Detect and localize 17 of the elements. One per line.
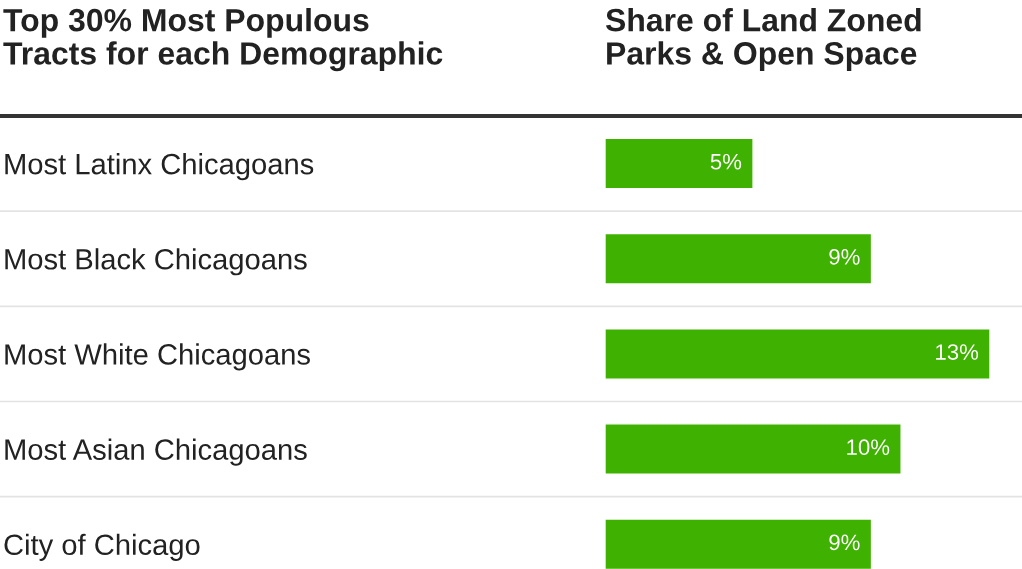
bar: [605, 137, 754, 190]
data-label: 5%: [710, 153, 742, 170]
data-label: 9%: [829, 248, 860, 265]
bar: [605, 232, 873, 285]
bar: [605, 328, 990, 380]
x-axis-title: Share of Land Zoned Parks & Open Space: [605, 8, 921, 72]
bar: [605, 518, 873, 569]
y-tick-label: Most Latinx Chicagoans: [5, 153, 314, 181]
data-label: 13%: [936, 344, 979, 360]
data-label: 9%: [829, 534, 860, 551]
bar: [605, 423, 902, 476]
y-tick-label: Most Black Chicagoans: [5, 248, 307, 276]
y-tick-label: Most White Chicagoans: [5, 343, 310, 371]
y-tick-label: City of Chicago: [4, 533, 200, 561]
y-tick-label: Most Asian Chicagoans: [5, 438, 307, 466]
y-axis-title: Top 30% Most Populous Tracts for each Demographic: [3, 8, 443, 72]
data-label: 10%: [847, 439, 890, 456]
